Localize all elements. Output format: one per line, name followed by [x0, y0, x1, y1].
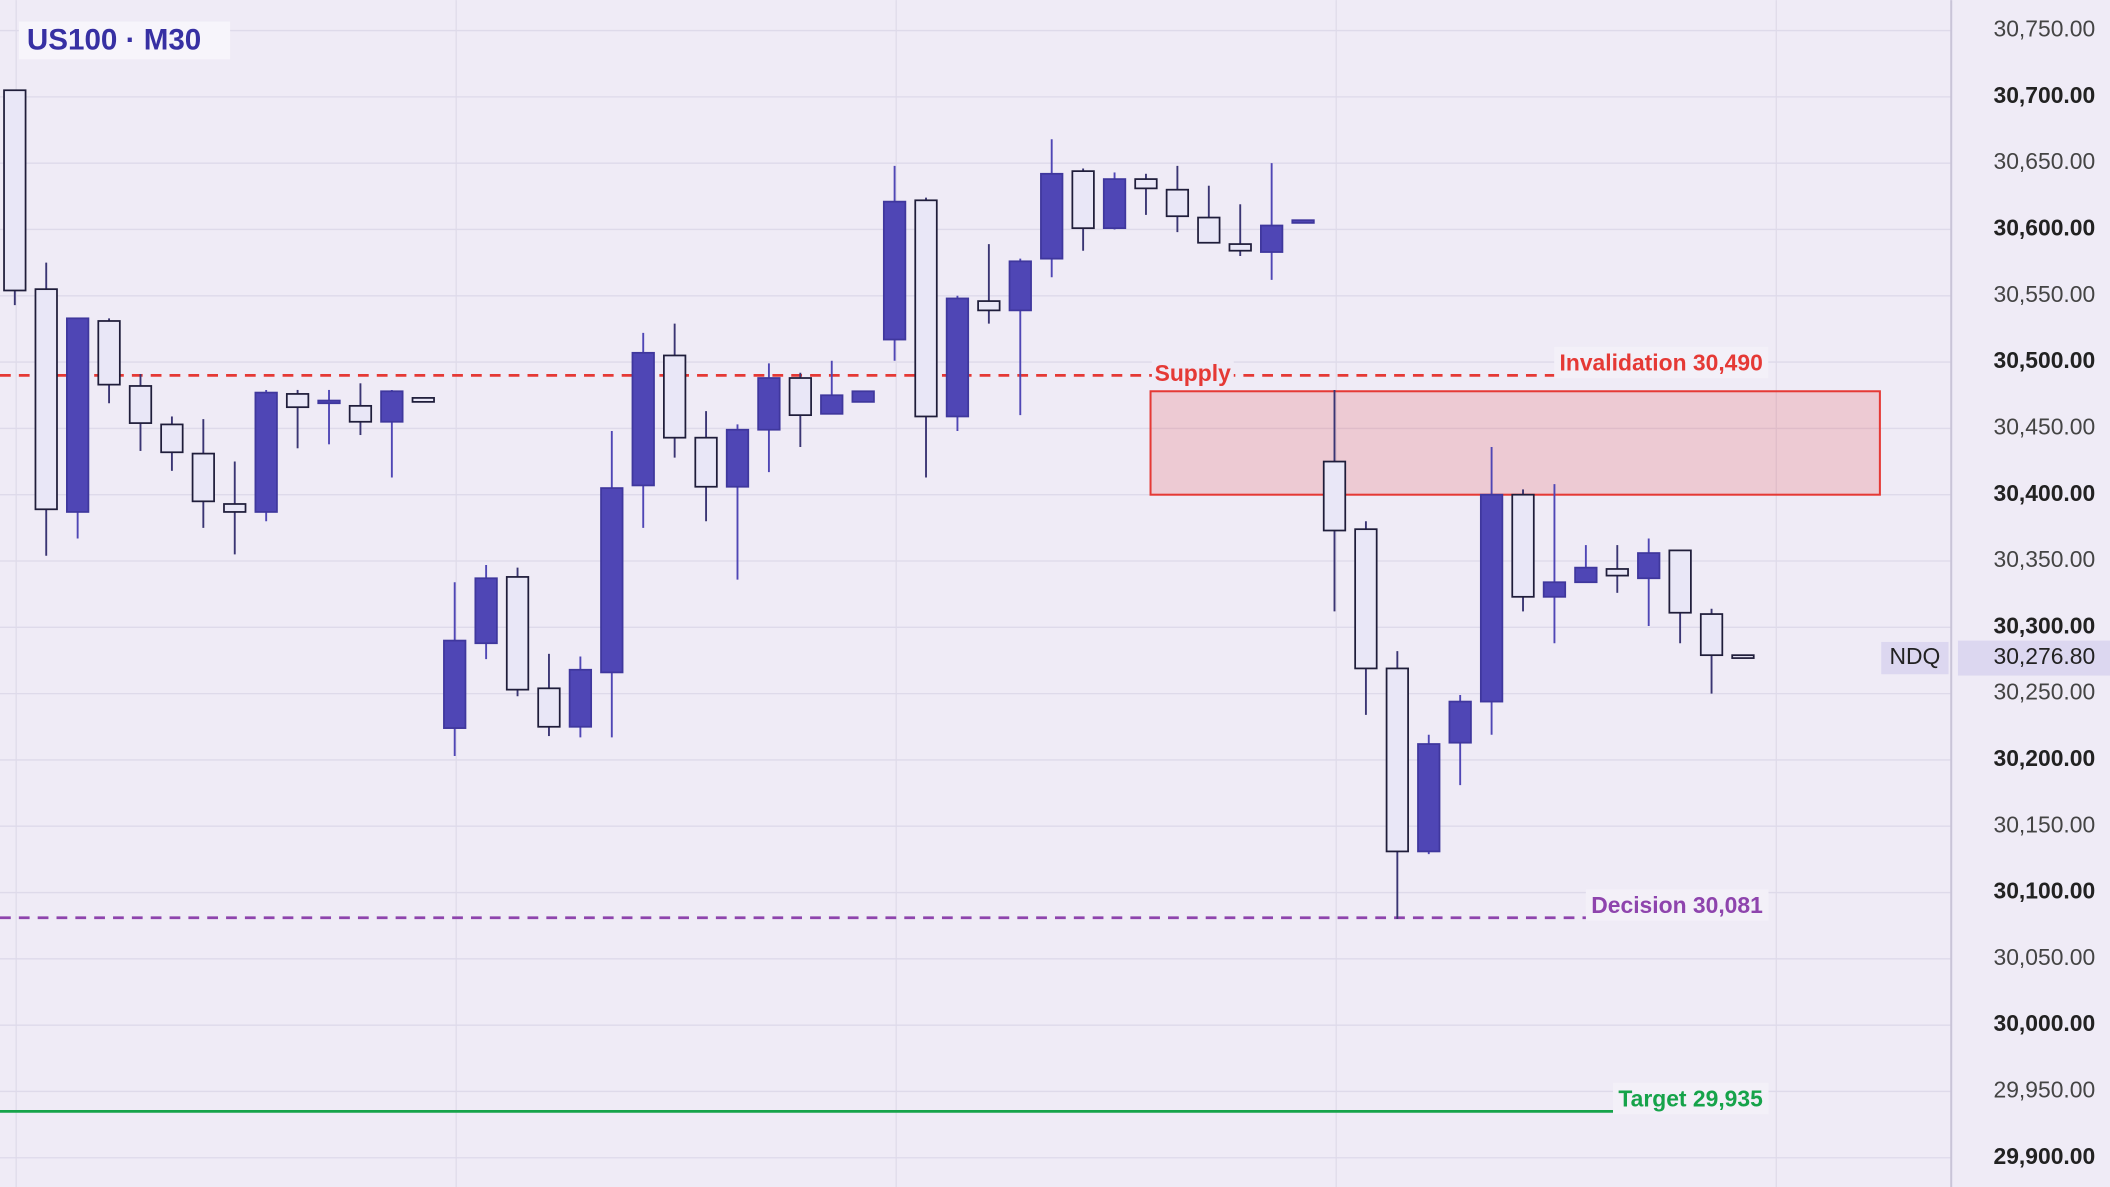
candle-body [317, 399, 341, 405]
y-tick-label: 30,100.00 [1993, 878, 2095, 904]
candle-body [757, 377, 781, 431]
candle-body [443, 639, 467, 729]
candle-body [411, 397, 435, 403]
candle-body [1668, 549, 1692, 614]
candle-body [254, 391, 278, 513]
symbol-tag [1881, 641, 1949, 675]
candle-body [1260, 224, 1284, 253]
candle-body [1102, 178, 1127, 230]
candle-body [1165, 188, 1190, 218]
candle-body [474, 577, 498, 645]
price-tag [1957, 640, 2110, 676]
candle-body [914, 199, 938, 418]
candle-body [380, 390, 404, 423]
y-tick-label: 30,650.00 [1993, 148, 2095, 174]
label-background [1612, 1082, 1769, 1115]
candle-body [851, 390, 875, 403]
y-tick-label: 30,000.00 [1993, 1010, 2095, 1036]
candle-body [3, 89, 27, 292]
candle-body [285, 393, 310, 409]
chart-title: US100 · M30 [27, 24, 201, 57]
candle-body [1699, 613, 1724, 657]
y-tick-label: 30,500.00 [1993, 347, 2095, 373]
y-tick-label: 30,050.00 [1993, 944, 2095, 970]
y-tick-label: 29,900.00 [1993, 1143, 2095, 1169]
candle-body [788, 377, 812, 417]
levels [0, 374, 1766, 1113]
y-tick-label: 30,600.00 [1993, 215, 2095, 241]
supply-zone [1149, 390, 1881, 496]
candle-body [945, 297, 970, 418]
candle-body [1071, 170, 1095, 230]
candle-body [1134, 178, 1158, 190]
candle-body [1542, 581, 1567, 598]
candle-body [1417, 743, 1441, 853]
level-label: Decision 30,081 [1591, 892, 1763, 918]
candle-body [694, 436, 718, 488]
candles [3, 89, 1755, 920]
y-tick-label: 30,200.00 [1993, 745, 2095, 771]
candle-body [223, 503, 247, 513]
y-tick-label: 30,350.00 [1993, 546, 2095, 572]
symbol-label: NDQ [1889, 643, 1940, 669]
label-background [1554, 346, 1769, 379]
zones [1149, 390, 1881, 496]
grid [0, 29, 1952, 1159]
candle-body [631, 351, 655, 487]
candle-body [1448, 700, 1472, 744]
candle-body [348, 404, 373, 423]
candle-body [1605, 568, 1629, 577]
level-label: Target 29,935 [1618, 1086, 1763, 1112]
y-tick-label: 30,300.00 [1993, 612, 2095, 638]
candle-body [1637, 552, 1661, 580]
price-tag-label: 30,276.80 [1993, 643, 2095, 669]
candle-body [1574, 566, 1598, 584]
label-background [1151, 357, 1234, 389]
candle-body [977, 300, 1001, 312]
y-axis: 29,900.00 29,950.00 30,000.00 30,050.00 30,1… [1957, 16, 2110, 1169]
candle-body [34, 288, 58, 511]
y-tick-label: 30,250.00 [1993, 679, 2095, 705]
y-tick-label: 30,150.00 [1993, 811, 2095, 837]
candle-body [1385, 667, 1409, 853]
candle-body [1731, 654, 1755, 659]
candle-body [537, 687, 561, 728]
candle-body [1479, 493, 1504, 703]
candle-body [97, 320, 121, 386]
candle-body [66, 317, 90, 513]
candle-body [882, 200, 907, 341]
candle-body [1511, 493, 1535, 598]
candle-body [1228, 243, 1252, 252]
zone-label: Supply [1155, 360, 1231, 386]
candle-body [820, 394, 844, 415]
candle-body [1197, 216, 1221, 244]
candle-body [160, 423, 184, 454]
candle-body [505, 576, 530, 691]
level-label: Invalidation 30,490 [1560, 350, 1763, 376]
candle-body [1354, 528, 1378, 670]
candle-body [1322, 460, 1347, 532]
candle-body [1291, 219, 1315, 224]
candle-body [128, 385, 153, 424]
y-tick-label: 30,550.00 [1993, 281, 2095, 307]
label-background [1585, 889, 1769, 921]
candle-body [725, 428, 750, 488]
candle-body [600, 487, 624, 674]
candle-body [1040, 172, 1064, 260]
labels: Supply Invalidation 30,490 Decision 30,081… [1151, 346, 1949, 1115]
candle-body [191, 452, 215, 503]
candle-body [568, 668, 593, 728]
y-tick-label: 30,750.00 [1993, 16, 2095, 42]
y-tick-label: 30,400.00 [1993, 480, 2095, 506]
title-background [18, 21, 231, 60]
candle-body [1008, 260, 1032, 312]
y-tick-label: 30,450.00 [1993, 413, 2095, 439]
candle-body [663, 354, 687, 439]
y-tick-label: 29,950.00 [1993, 1077, 2095, 1103]
y-tick-label: 30,700.00 [1993, 82, 2095, 108]
